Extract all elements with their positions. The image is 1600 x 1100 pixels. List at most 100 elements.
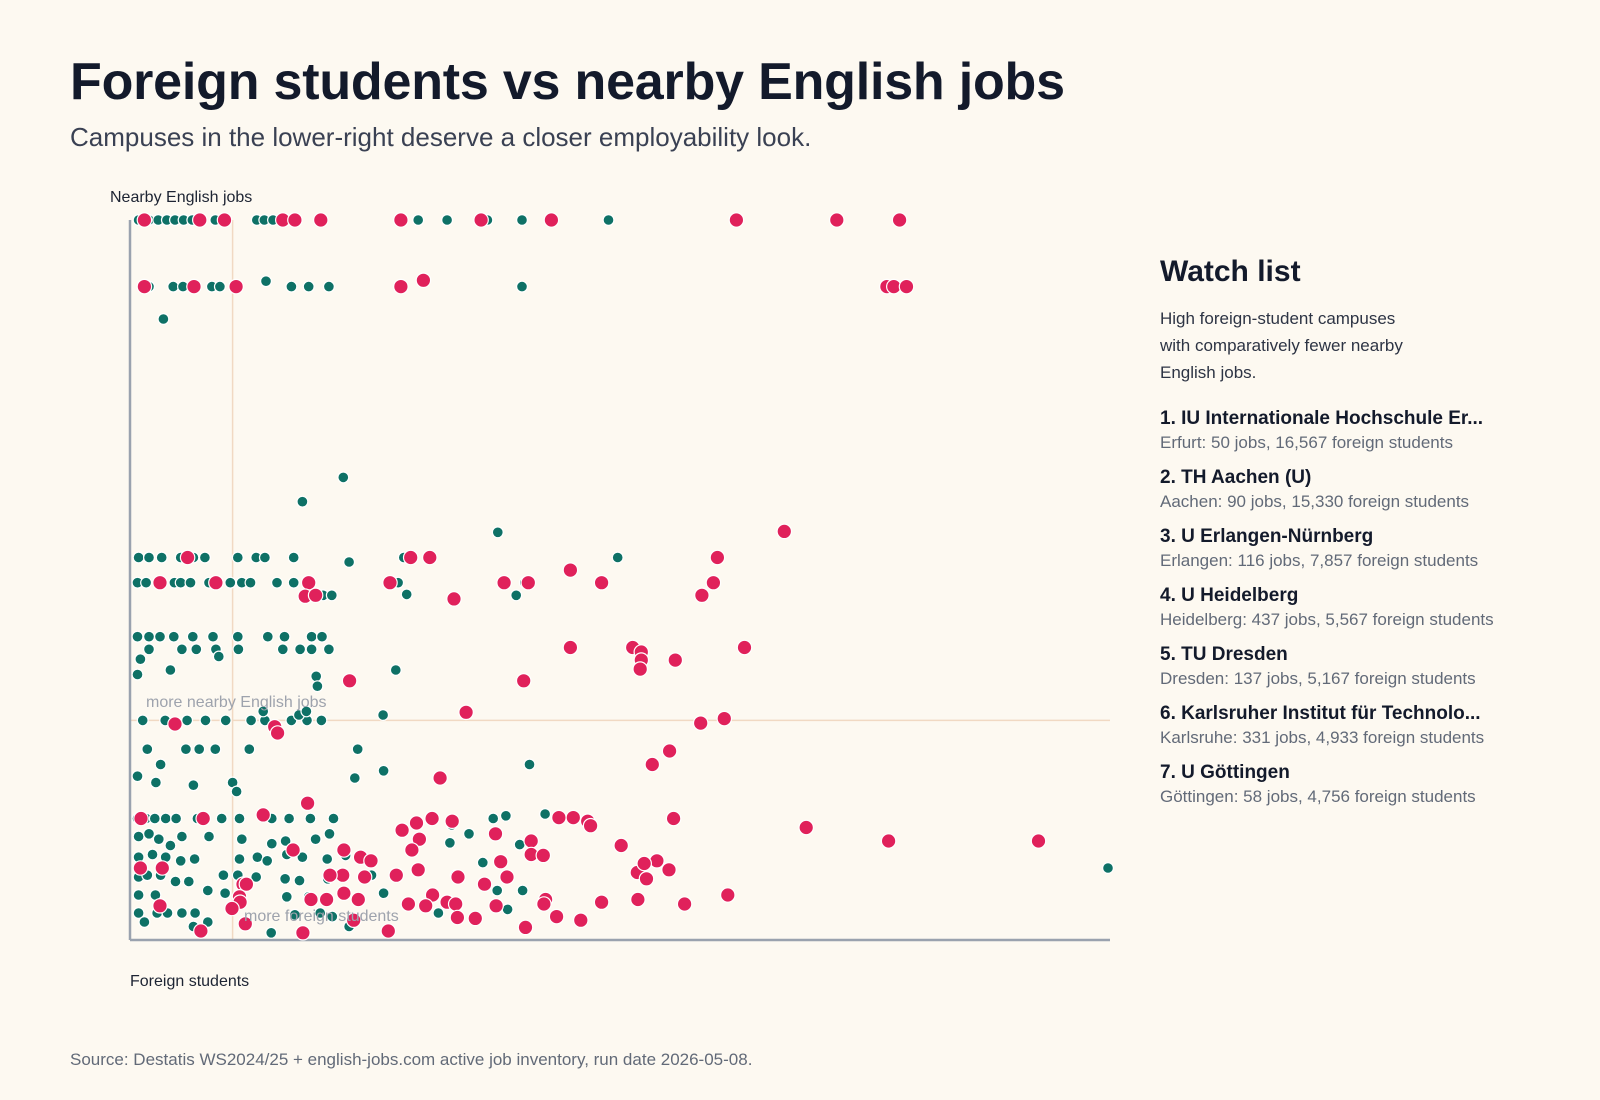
flagged-campus-point <box>446 591 462 607</box>
normal-points <box>131 214 1114 939</box>
flagged-campus-point <box>179 549 196 566</box>
campus-point <box>325 589 338 602</box>
flagged-campus-point <box>719 887 736 903</box>
campus-point <box>351 743 364 756</box>
campus-point <box>389 663 402 676</box>
flagged-campus-point <box>394 822 410 838</box>
campus-point <box>186 630 199 643</box>
campus-point <box>157 313 170 326</box>
watch-item-detail: Karlsruhe: 331 jobs, 4,933 foreign stude… <box>1160 728 1485 747</box>
campus-point <box>516 884 529 897</box>
flagged-campus-point <box>415 272 432 289</box>
flagged-campus-point <box>536 896 552 912</box>
campus-point <box>251 851 264 864</box>
watch-item-name: 1. IU Internationale Hochschule Er... <box>1160 408 1484 429</box>
flagged-campus-point <box>728 212 745 228</box>
flagged-campus-point <box>582 817 599 834</box>
campus-point <box>523 758 536 771</box>
quadrant-label-upper: more nearby English jobs <box>146 694 327 711</box>
flagged-campus-point <box>593 894 610 910</box>
campus-point <box>212 650 225 663</box>
campus-point <box>491 526 504 539</box>
campus-point <box>327 812 340 825</box>
flagged-campus-point <box>520 574 537 591</box>
watch-item-detail: Göttingen: 58 jobs, 4,756 foreign studen… <box>1160 787 1476 806</box>
campus-point <box>184 576 197 589</box>
flagged-campus-point <box>312 212 329 228</box>
campus-point <box>265 837 278 850</box>
campus-point <box>400 588 413 601</box>
campus-point <box>132 551 145 564</box>
campus-point <box>175 643 188 656</box>
flagged-campus-point <box>880 833 897 849</box>
campus-point <box>141 743 154 756</box>
campus-point <box>233 852 246 865</box>
flagged-campus-point <box>523 833 539 849</box>
flagged-campus-point <box>238 876 255 892</box>
campus-point <box>287 551 300 564</box>
campus-point <box>515 280 528 293</box>
quadrant-label-right: more foreign students <box>244 908 399 925</box>
campus-point <box>377 887 390 900</box>
flagged-campus-point <box>410 861 426 878</box>
campus-point <box>305 630 318 643</box>
flagged-campus-point <box>898 278 915 295</box>
watch-item-name: 4. U Heidelberg <box>1160 585 1299 606</box>
campus-point <box>175 906 188 919</box>
campus-point <box>515 214 528 227</box>
flagged-campus-point <box>228 278 244 295</box>
campus-point <box>287 576 300 589</box>
flagged-campus-point <box>636 855 652 872</box>
flagged-campus-point <box>322 867 338 883</box>
watch-list-panel: Watch list High foreign-student campuses… <box>1160 255 1580 821</box>
campus-point <box>499 809 512 822</box>
flagged-campus-point <box>237 915 254 932</box>
campus-point <box>294 643 307 656</box>
flagged-campus-point <box>665 810 682 827</box>
campus-point <box>131 630 144 643</box>
flagged-campus-point <box>408 815 425 831</box>
campus-point <box>283 812 296 825</box>
campus-point <box>233 812 246 825</box>
campus-point <box>322 280 335 293</box>
campus-point <box>201 884 214 897</box>
campus-point <box>170 812 183 825</box>
chart-title: Foreign students vs nearby English jobs <box>70 53 1065 111</box>
flagged-campus-point <box>458 704 474 721</box>
flagged-campus-point <box>393 278 409 295</box>
flagged-campus-point <box>630 891 646 908</box>
campus-point <box>377 708 390 721</box>
campus-point <box>179 743 192 756</box>
campus-point <box>219 714 232 727</box>
campus-point <box>132 830 145 843</box>
campus-point <box>487 812 500 825</box>
flagged-campus-point <box>152 574 168 591</box>
flagged-campus-point <box>356 869 373 885</box>
campus-point <box>131 668 144 681</box>
campus-point <box>539 807 552 820</box>
campus-point <box>134 653 147 666</box>
campus-point <box>213 280 226 293</box>
campus-point <box>154 630 167 643</box>
flagged-campus-point <box>285 842 301 858</box>
flagged-campus-point <box>476 876 493 892</box>
flagged-campus-point <box>195 810 211 827</box>
flagged-campus-point <box>132 860 149 876</box>
flagged-campus-point <box>572 912 589 928</box>
watch-list-item: 4. U Heidelberg Heidelberg: 437 jobs, 5,5… <box>1160 585 1580 630</box>
campus-point <box>258 551 271 564</box>
campus-point <box>244 576 257 589</box>
flagged-campus-point <box>167 716 183 732</box>
campus-point <box>337 471 350 484</box>
campus-point <box>232 643 245 656</box>
flagged-campus-point <box>363 852 379 869</box>
campus-point <box>611 551 624 564</box>
campus-point <box>285 280 298 293</box>
watch-item-detail: Heidelberg: 437 jobs, 5,567 foreign stud… <box>1160 610 1494 629</box>
campus-point <box>174 854 187 867</box>
campus-point <box>280 890 293 903</box>
flagged-campus-point <box>692 715 709 731</box>
watch-list-item: 5. TU Dresden Dresden: 137 jobs, 5,167 fo… <box>1160 644 1580 689</box>
flagged-campus-point <box>548 908 565 925</box>
campus-point <box>190 643 203 656</box>
